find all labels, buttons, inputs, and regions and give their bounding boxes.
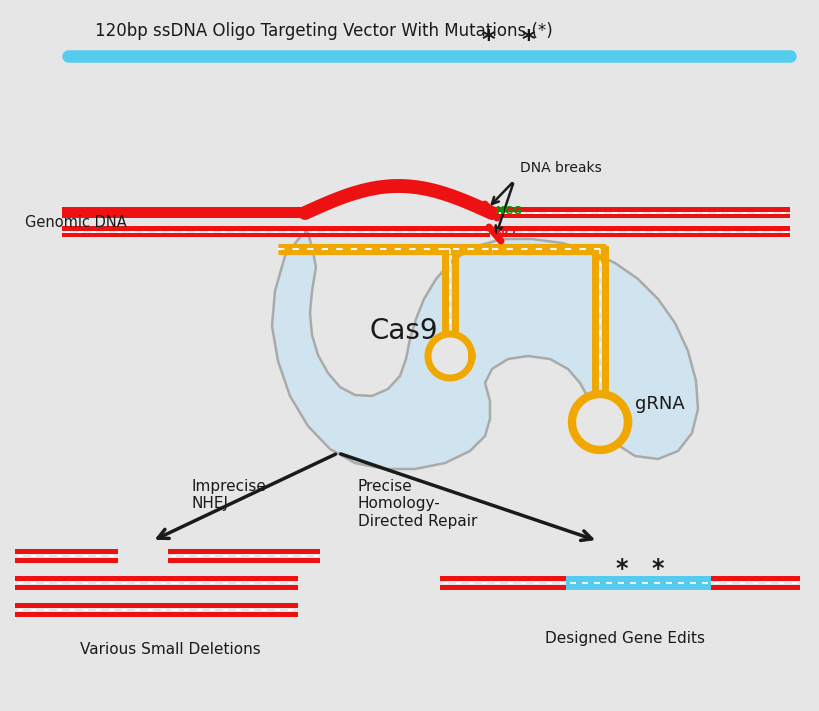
Bar — [710, 576, 799, 582]
Text: Genomic DNA: Genomic DNA — [25, 215, 127, 230]
Text: gRNA: gRNA — [634, 395, 684, 413]
Text: NCC: NCC — [495, 229, 519, 239]
Bar — [168, 549, 319, 555]
Bar — [440, 576, 565, 582]
Bar — [15, 549, 118, 555]
Polygon shape — [428, 334, 472, 378]
Text: *: * — [615, 557, 627, 581]
Text: DNA breaks: DNA breaks — [519, 161, 601, 175]
Bar — [15, 557, 118, 563]
Polygon shape — [272, 231, 697, 469]
Bar — [168, 584, 297, 590]
Bar — [168, 557, 319, 563]
Bar — [62, 227, 490, 230]
Bar — [710, 584, 799, 590]
Bar — [493, 227, 789, 230]
Text: *: * — [481, 29, 495, 55]
Bar — [168, 576, 297, 582]
Text: Designed Gene Edits: Designed Gene Edits — [545, 631, 704, 646]
Polygon shape — [572, 394, 627, 450]
Text: Various Small Deletions: Various Small Deletions — [79, 641, 260, 656]
Text: Precise
Homology-
Directed Repair: Precise Homology- Directed Repair — [358, 479, 477, 529]
Bar — [440, 584, 565, 590]
Text: NGG: NGG — [495, 206, 521, 216]
Bar — [62, 208, 305, 218]
Bar — [62, 233, 490, 237]
Bar — [15, 603, 188, 609]
Text: Cas9: Cas9 — [369, 317, 438, 345]
Text: 120bp ssDNA Oligo Targeting Vector With Mutations (*): 120bp ssDNA Oligo Targeting Vector With … — [95, 22, 552, 40]
Bar — [565, 576, 710, 590]
Bar — [493, 233, 789, 237]
Text: *: * — [521, 29, 534, 55]
Bar — [491, 208, 789, 212]
Bar — [15, 576, 188, 582]
Text: *: * — [651, 557, 663, 581]
Bar — [491, 214, 789, 218]
Bar — [15, 611, 188, 617]
Bar — [168, 603, 297, 609]
Bar — [168, 611, 297, 617]
Bar — [15, 584, 188, 590]
Text: Imprecise
NHEJ: Imprecise NHEJ — [192, 479, 266, 511]
